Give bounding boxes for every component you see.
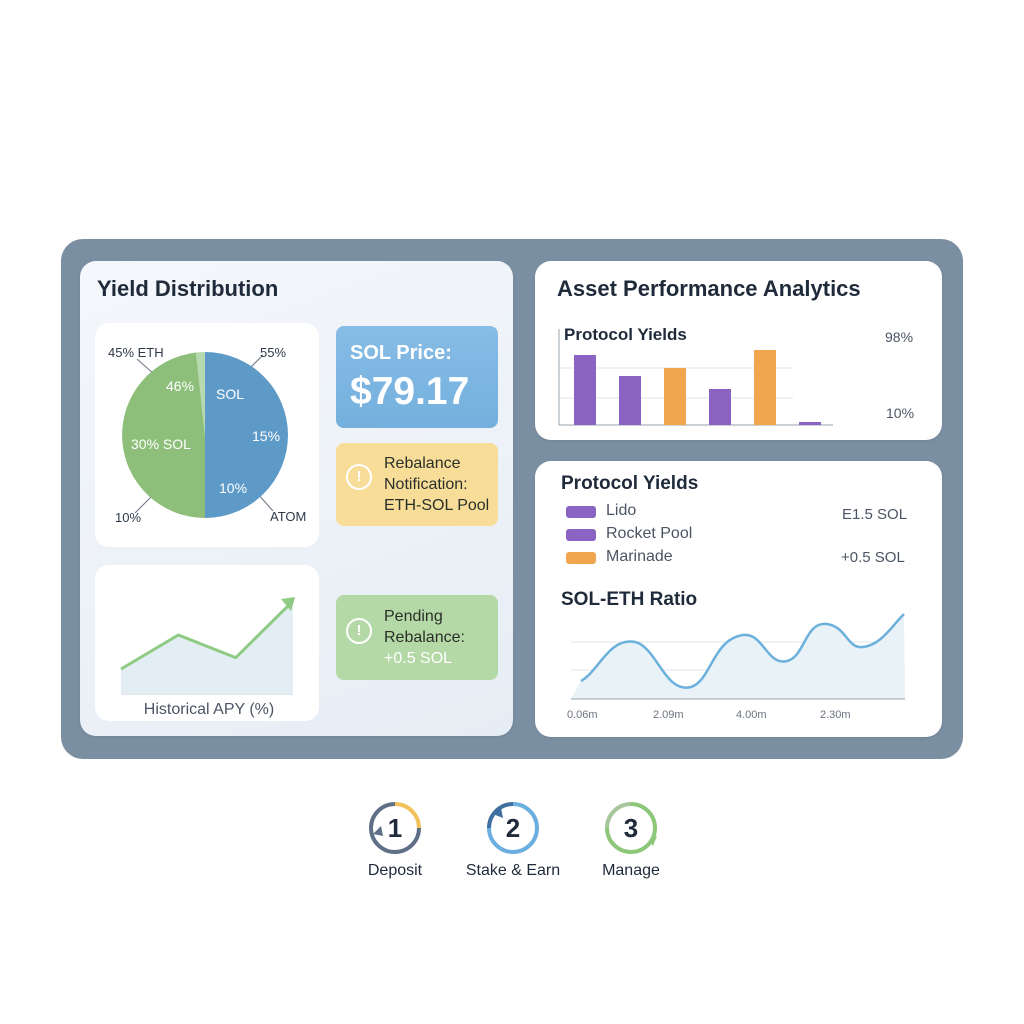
step-cycle-icon: 3 [605,802,657,854]
sol-price-card: SOL Price: $79.17 [336,326,498,428]
protocol-yield-bar [619,376,641,425]
legend-swatch [566,552,596,564]
ratio-area [571,614,905,699]
step-label: Stake & Earn [465,862,561,879]
protocol-yield-bar [754,350,776,425]
bar-label-10: 10% [886,405,915,421]
legend-label: Marinade [606,548,673,565]
pending-rebalance-card[interactable]: ! Pending Rebalance: +0.5 SOL [336,595,498,680]
protocol-yields-bar-chart [558,329,833,426]
pending-line: Pending [384,608,443,625]
legend-label: Rocket Pool [606,525,693,542]
notification-line: Notification: [384,476,468,493]
pie-leader-line [134,494,154,514]
ratio-tick: 2.09m [653,709,684,721]
protocol-yields-title: Protocol Yields [561,473,699,494]
alert-circle-icon: ! [346,464,372,490]
legend-swatch [566,529,596,541]
rebalance-line: Rebalance [384,455,461,472]
protocol-yields-subtitle: Protocol Yields [564,325,687,344]
pie-label-15: 15% [252,428,281,444]
protocol-yield-bar [799,422,821,425]
pie-slice-sol [205,352,288,518]
asset-performance-title: Asset Performance Analytics [557,276,861,301]
yield-pie-chart [122,352,288,518]
sol-eth-ratio-chart [571,613,905,700]
ratio-tick: 4.00m [736,709,767,721]
step-label: Manage [602,862,660,879]
protocol-yield-bar [664,368,686,425]
rebalance-line: Rebalance: [384,629,465,646]
historical-apy-chart [120,597,295,695]
sol-price-label: SOL Price: [350,342,452,364]
legend-value-lido: E1.5 SOL [842,506,908,523]
rebalance-notification-card[interactable]: ! Rebalance Notification: ETH-SOL Pool [336,443,498,526]
ratio-tick: 0.06m [567,709,598,721]
amount-line: +0.5 SOL [384,650,453,667]
step-cycle-icon: 1 [369,802,421,854]
pie-slice-eth [122,352,205,518]
step-stake-earn[interactable]: 2 Stake & Earn [453,800,573,890]
step-number: 3 [624,813,638,843]
pie-label-sol: SOL [216,386,245,402]
pie-label-atom: ATOM [270,509,307,524]
apy-arrowhead [281,597,295,611]
apy-line [120,599,295,671]
step-deposit[interactable]: 1 Deposit [335,800,455,890]
pie-label-eth: 45% ETH [108,345,164,360]
step-cycle-icon: 2 [487,802,539,854]
step-number: 2 [506,813,520,843]
pie-label-10-inner: 10% [219,480,248,496]
pie-label-55: 55% [260,345,287,360]
asset-performance-panel [535,261,942,440]
yield-distribution-title: Yield Distribution [97,276,279,301]
pie-label-10-outer: 10% [115,510,142,525]
legend-value-marinade: +0.5 SOL [841,549,905,566]
bar-group [574,350,821,425]
historical-apy-label: Historical APY (%) [143,701,275,718]
pie-slice-sliver [196,352,205,435]
pie-label-46: 46% [166,378,195,394]
step-label: Deposit [367,862,423,879]
legend-label: Lido [606,502,637,519]
sol-eth-ratio-title: SOL-ETH Ratio [561,589,698,610]
step-manage[interactable]: 3 Manage [571,800,691,890]
step-number: 1 [388,813,402,843]
bar-label-98: 98% [885,329,914,345]
legend-swatch [566,506,596,518]
protocol-yield-bar [709,389,731,425]
ratio-tick: 2.30m [820,709,851,721]
pending-rebalance-text: Pending Rebalance: +0.5 SOL [384,606,465,669]
ratio-line [580,613,905,689]
rebalance-notification-text: Rebalance Notification: ETH-SOL Pool [384,453,489,516]
alert-circle-icon: ! [346,618,372,644]
pool-line: ETH-SOL Pool [384,497,490,514]
sol-price-value: $79.17 [350,370,470,413]
pie-label-30-sol: 30% SOL [131,436,191,452]
protocol-yield-bar [574,355,596,425]
